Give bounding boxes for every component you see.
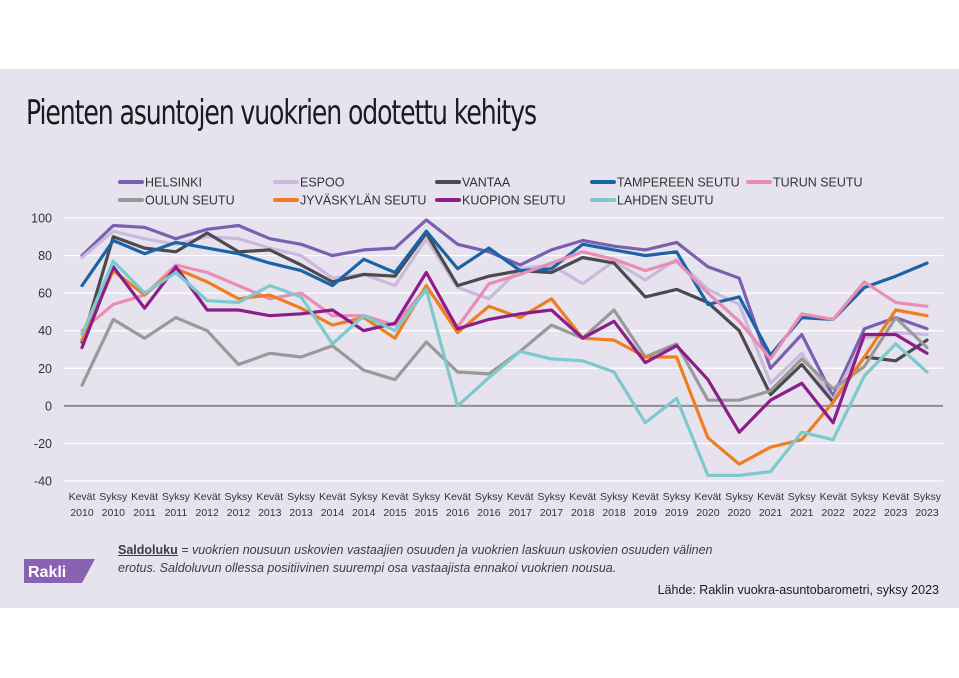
x-tick-label-season: Syksy	[537, 491, 566, 503]
x-tick-label-year: 2022	[853, 507, 877, 519]
x-tick-label-season: Kevät	[131, 491, 158, 503]
x-tick-label-season: Syksy	[224, 491, 253, 503]
x-tick-label-season: Kevät	[69, 491, 96, 503]
x-tick-label-year: 2023	[915, 507, 939, 519]
x-tick-label-year: 2013	[258, 507, 282, 519]
x-tick-label-year: 2017	[540, 507, 564, 519]
series-line-vantaa	[80, 231, 929, 404]
x-tick-label-season: Syksy	[725, 491, 754, 503]
y-tick-label: 20	[38, 362, 52, 376]
legend-label-tampereen-seutu: TAMPEREEN SEUTU	[617, 176, 740, 190]
legend-label-lahden-seutu: LAHDEN SEUTU	[617, 194, 714, 208]
rakli-logo: Rakli	[24, 559, 95, 583]
x-tick-label-year: 2011	[165, 507, 188, 519]
x-tick-label-year: 2019	[634, 507, 658, 519]
x-tick-label-year: 2018	[602, 507, 626, 519]
x-tick-label-year: 2014	[321, 507, 345, 519]
x-tick-label-season: Kevät	[757, 491, 784, 503]
x-tick-label-year: 2012	[196, 507, 220, 519]
x-tick-label-year: 2013	[289, 507, 313, 519]
x-tick-label-season: Syksy	[913, 491, 942, 503]
rakli-logo-text: Rakli	[28, 564, 66, 581]
x-tick-label-season: Kevät	[632, 491, 659, 503]
y-tick-label: 80	[38, 249, 52, 263]
x-tick-label-season: Syksy	[788, 491, 817, 503]
x-tick-label-season: Kevät	[194, 491, 221, 503]
x-tick-label-year: 2019	[665, 507, 689, 519]
series-line-helsinki	[80, 218, 929, 399]
y-tick-label: 60	[38, 287, 52, 301]
series-line-espoo	[80, 229, 929, 402]
x-tick-label-season: Syksy	[600, 491, 629, 503]
y-tick-label: 0	[45, 399, 52, 413]
x-tick-label-season: Syksy	[850, 491, 879, 503]
x-tick-label-season: Syksy	[162, 491, 191, 503]
x-tick-label-year: 2016	[477, 507, 501, 519]
x-tick-label-year: 2020	[696, 507, 720, 519]
footnote-term: Saldoluku	[118, 543, 178, 557]
y-tick-label: 100	[31, 212, 52, 226]
x-tick-label-year: 2010	[70, 507, 94, 519]
x-tick-label-season: Syksy	[350, 491, 379, 503]
x-tick-label-year: 2021	[790, 507, 814, 519]
x-tick-label-year: 2015	[415, 507, 439, 519]
x-tick-label-year: 2023	[884, 507, 908, 519]
x-tick-label-year: 2010	[102, 507, 126, 519]
x-tick-label-season: Syksy	[475, 491, 504, 503]
legend-label-kuopion-seutu: KUOPION SEUTU	[462, 194, 566, 208]
x-tick-label-year: 2012	[227, 507, 251, 519]
legend-label-helsinki: HELSINKI	[145, 176, 202, 190]
x-tick-label-season: Kevät	[319, 491, 346, 503]
x-tick-label-season: Kevät	[256, 491, 283, 503]
x-tick-label-year: 2017	[508, 507, 532, 519]
y-tick-label: -20	[34, 437, 52, 451]
x-tick-label-year: 2015	[383, 507, 407, 519]
series-line-jyvaskylan-seutu	[80, 267, 929, 466]
x-tick-label-season: Kevät	[882, 491, 909, 503]
x-tick-label-season: Kevät	[444, 491, 471, 503]
x-tick-label-year: 2014	[352, 507, 376, 519]
x-tick-label-season: Kevät	[382, 491, 409, 503]
footnote-text: = vuokrien nousuun uskovien vastaajien o…	[118, 543, 713, 575]
x-tick-label-year: 2021	[759, 507, 783, 519]
x-tick-label-year: 2020	[728, 507, 752, 519]
y-tick-label: 40	[38, 324, 52, 338]
x-tick-label-season: Kevät	[694, 491, 721, 503]
x-tick-label-season: Syksy	[663, 491, 692, 503]
x-tick-label-year: 2018	[571, 507, 595, 519]
legend-label-vantaa: VANTAA	[462, 176, 511, 190]
legend-label-turun-seutu: TURUN SEUTU	[773, 176, 863, 190]
series-line-turun-seutu	[80, 250, 929, 361]
x-tick-label-season: Syksy	[99, 491, 128, 503]
page-title: Pienten asuntojen vuokrien odotettu kehi…	[26, 93, 537, 133]
legend-label-jyvaskylan-seutu: JYVÄSKYLÄN SEUTU	[300, 194, 426, 208]
x-tick-label-season: Kevät	[820, 491, 847, 503]
legend-label-espoo: ESPOO	[300, 176, 345, 190]
x-tick-label-season: Syksy	[287, 491, 316, 503]
x-tick-label-year: 2022	[821, 507, 845, 519]
x-tick-label-year: 2016	[446, 507, 470, 519]
series-line-kuopion-seutu	[80, 265, 929, 434]
footnote: Saldoluku = vuokrien nousuun uskovien va…	[118, 541, 738, 577]
x-tick-label-season: Syksy	[412, 491, 441, 503]
x-tick-label-season: Kevät	[507, 491, 534, 503]
legend-label-oulun-seutu: OULUN SEUTU	[145, 194, 235, 208]
x-tick-label-season: Kevät	[569, 491, 596, 503]
source-text: Lähde: Raklin vuokra-asuntobarometri, sy…	[657, 583, 939, 597]
y-tick-label: -40	[34, 475, 52, 489]
series-line-lahden-seutu	[80, 259, 929, 477]
x-tick-label-year: 2011	[133, 507, 156, 519]
